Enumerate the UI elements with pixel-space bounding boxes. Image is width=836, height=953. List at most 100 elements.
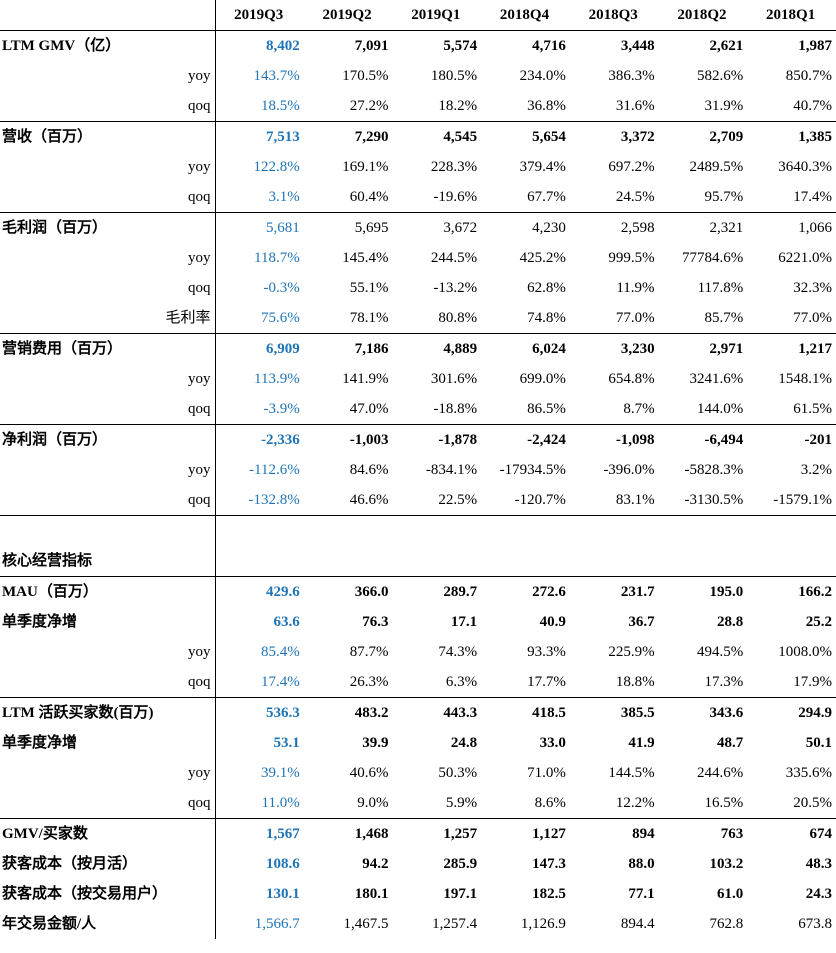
value-cell: 60.4%: [349, 189, 389, 205]
column-header: 2018Q4: [499, 7, 550, 23]
value-cell: 3.2%: [800, 462, 832, 478]
value-cell: 762.8: [709, 916, 744, 932]
table-row: qoq -132.8% 46.6% 22.5% -120.7% 83.1% -3130.5%…: [0, 485, 836, 516]
value-cell: -2,336: [215, 424, 304, 455]
table-row: 营收（百万） 7,513 7,290 4,545 5,654 3,372 2,709 1,38…: [0, 121, 836, 152]
value-cell: 117.8%: [697, 280, 744, 296]
value-cell: 144.5%: [608, 765, 655, 781]
value-cell: 285.9: [443, 856, 478, 872]
value-cell: 50.3%: [438, 765, 478, 781]
value-cell: 6,909: [215, 333, 304, 364]
row-label: yoy: [0, 152, 216, 182]
value-cell: 32.3%: [793, 280, 832, 296]
value-cell: 1,468: [303, 818, 393, 849]
value-cell: 86.5%: [527, 401, 566, 417]
row-label: yoy: [0, 364, 216, 394]
value-cell: 5,681: [215, 212, 304, 243]
value-cell: 75.6%: [261, 310, 300, 326]
value-cell: 80.8%: [438, 310, 478, 326]
value-cell: 244.6%: [697, 765, 744, 781]
row-label: yoy: [0, 455, 216, 485]
value-cell: 87.7%: [349, 644, 389, 660]
value-cell: 234.0%: [519, 68, 566, 84]
value-cell: 182.5: [532, 886, 566, 902]
value-cell: 3,448: [569, 30, 659, 61]
value-cell: 18.8%: [615, 674, 655, 690]
value-cell: [747, 515, 836, 546]
value-cell: 76.3: [362, 614, 389, 630]
value-cell: 94.2: [362, 856, 389, 872]
row-label: 净利润（百万）: [0, 424, 216, 455]
value-cell: 17.4%: [261, 674, 300, 690]
value-cell: 180.1: [354, 886, 389, 902]
value-cell: 999.5%: [608, 250, 655, 266]
value-cell: 2,971: [658, 333, 748, 364]
value-cell: 3,672: [392, 212, 482, 243]
value-cell: 272.6: [481, 576, 570, 607]
value-cell: 40.6%: [349, 765, 389, 781]
value-cell: 108.6: [266, 856, 300, 872]
value-cell: 3241.6%: [689, 371, 744, 387]
value-cell: 7,513: [215, 121, 304, 152]
value-cell: 31.6%: [615, 98, 655, 114]
table-row: 毛利率 75.6% 78.1% 80.8% 74.8% 77.0% 85.7% 77.0%: [0, 303, 836, 334]
value-cell: 6,024: [481, 333, 570, 364]
value-cell: 673.8: [798, 916, 832, 932]
value-cell: 17.4%: [793, 189, 832, 205]
value-cell: 8,402: [215, 30, 304, 61]
value-cell: 4,716: [481, 30, 570, 61]
value-cell: 27.2%: [349, 98, 389, 114]
value-cell: 197.1: [443, 886, 478, 902]
value-cell: 5,654: [481, 121, 570, 152]
value-cell: -120.7%: [514, 492, 566, 508]
value-cell: 63.6: [273, 614, 300, 630]
table-row: 获客成本（按月活） 108.6 94.2 285.9 147.3 88.0 103.2 48.…: [0, 849, 836, 879]
value-cell: 11.9%: [616, 280, 655, 296]
row-label: qoq: [0, 91, 216, 122]
value-cell: 5,574: [392, 30, 482, 61]
value-cell: 16.5%: [704, 795, 744, 811]
value-cell: 85.7%: [704, 310, 744, 326]
column-header: 2018Q3: [588, 7, 638, 23]
value-cell: 180.5%: [430, 68, 478, 84]
value-cell: 429.6: [215, 576, 304, 607]
table-row: qoq 17.4% 26.3% 6.3% 17.7% 18.8% 17.3% 17.9%: [0, 667, 836, 698]
value-cell: 36.7: [628, 614, 655, 630]
table-row: qoq 3.1% 60.4% -19.6% 67.7% 24.5% 95.7% 17.4%: [0, 182, 836, 213]
value-cell: 71.0%: [527, 765, 566, 781]
value-cell: [215, 515, 304, 546]
value-cell: -112.6%: [249, 462, 300, 478]
value-cell: [481, 546, 570, 577]
row-label: qoq: [0, 394, 216, 425]
column-header: 2019Q1: [411, 7, 461, 23]
value-cell: -1579.1%: [773, 492, 832, 508]
value-cell: 24.3: [805, 886, 832, 902]
value-cell: 74.8%: [527, 310, 566, 326]
value-cell: 1548.1%: [778, 371, 832, 387]
value-cell: 654.8%: [608, 371, 655, 387]
header-row: 2019Q3 2019Q2 2019Q1 2018Q4 2018Q3 2018Q…: [0, 0, 836, 31]
value-cell: 145.4%: [342, 250, 389, 266]
value-cell: [303, 515, 393, 546]
value-cell: 582.6%: [697, 68, 744, 84]
value-cell: 47.0%: [349, 401, 389, 417]
value-cell: 33.0: [539, 735, 566, 751]
value-cell: 335.6%: [785, 765, 832, 781]
value-cell: 77.1: [628, 886, 655, 902]
value-cell: -13.2%: [433, 280, 478, 296]
value-cell: [481, 515, 570, 546]
row-label: 年交易金额/人: [0, 909, 216, 939]
value-cell: 67.7%: [527, 189, 566, 205]
row-label: [0, 515, 216, 546]
header-label-cell: [0, 0, 216, 31]
value-cell: 425.2%: [519, 250, 566, 266]
value-cell: 443.3: [392, 697, 482, 728]
table-row: qoq -0.3% 55.1% -13.2% 62.8% 11.9% 117.8% 32.3%: [0, 273, 836, 303]
value-cell: -17934.5%: [499, 462, 566, 478]
value-cell: 8.6%: [534, 795, 566, 811]
value-cell: 2,709: [658, 121, 748, 152]
value-cell: 697.2%: [608, 159, 655, 175]
table-row: yoy 113.9% 141.9% 301.6% 699.0% 654.8% 3241.6%…: [0, 364, 836, 394]
value-cell: 3,372: [569, 121, 659, 152]
row-label: 营销费用（百万）: [0, 333, 216, 364]
